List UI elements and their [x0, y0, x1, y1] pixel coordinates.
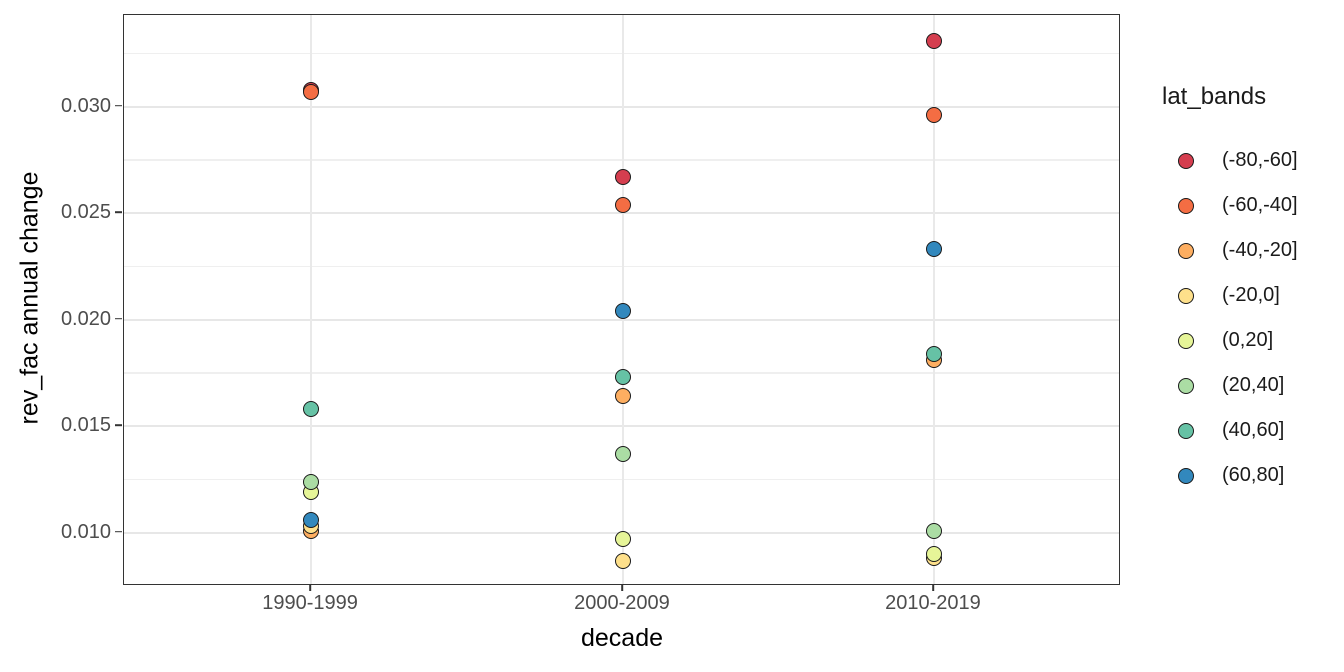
y-axis-title: rev_fac annual change [15, 171, 44, 425]
x-tick-label: 2010-2019 [885, 592, 981, 614]
data-point-(40,60] [614, 369, 631, 386]
plot-panel [123, 14, 1120, 585]
data-point-(60,80] [303, 512, 320, 529]
y-tick-mark [115, 531, 122, 533]
x-tick-label: 2000-2009 [574, 592, 670, 614]
legend-item: (-60,-40] [1160, 183, 1344, 228]
data-point-(20,40] [925, 522, 942, 539]
legend-title: lat_bands [1162, 83, 1267, 110]
gridline-major [124, 425, 1119, 428]
x-tick-mark [309, 584, 311, 591]
y-tick-mark [115, 424, 122, 427]
data-point-(40,60] [925, 345, 942, 362]
x-tick-mark [621, 584, 623, 591]
data-point-(20,40] [303, 473, 320, 490]
legend-item: (-20,0] [1160, 273, 1344, 318]
legend-key-icon [1178, 467, 1194, 484]
data-point-(-60,-40] [925, 107, 942, 124]
data-point-(60,80] [925, 241, 942, 258]
legend: lat_bands (-80,-60] (-60,-40] (-40,-20] (-2… [1160, 82, 1344, 498]
legend-item: (60,80] [1160, 453, 1344, 498]
gridline-major [124, 212, 1119, 215]
legend-key-icon [1178, 242, 1194, 259]
data-point-(-60,-40] [614, 196, 631, 213]
data-point-(20,40] [614, 446, 631, 462]
legend-item-label: (40,60] [1222, 419, 1285, 441]
legend-key-icon [1178, 377, 1194, 394]
gridline-minor [124, 52, 1119, 54]
data-point-(60,80] [614, 303, 631, 320]
legend-item-label: (20,40] [1222, 374, 1285, 396]
legend-key-icon [1178, 197, 1194, 214]
gridline-major [124, 318, 1119, 321]
x-axis-title: decade [580, 624, 664, 652]
y-tick-label: 0.030 [60, 94, 111, 117]
data-point-(40,60] [303, 401, 320, 418]
data-point-(-40,-20] [614, 388, 631, 405]
legend-item-label: (60,80] [1222, 464, 1285, 486]
legend-key-icon [1178, 332, 1194, 349]
data-point-(-60,-40] [303, 83, 320, 100]
gridline-minor [124, 478, 1119, 481]
y-tick-label: 0.020 [60, 307, 111, 330]
y-tick-mark [115, 104, 122, 107]
data-point-(-80,-60] [925, 32, 942, 49]
data-point-(0,20] [925, 546, 942, 563]
legend-item-label: (-80,-60] [1222, 149, 1298, 171]
gridline-vertical [310, 15, 313, 584]
legend-item: (-80,-60] [1160, 138, 1344, 183]
legend-key-icon [1178, 422, 1194, 439]
data-point-(-80,-60] [614, 168, 631, 185]
gridline-minor [124, 159, 1119, 161]
legend-item: (-40,-20] [1160, 228, 1344, 273]
y-tick-mark [115, 317, 122, 320]
gridline-vertical [932, 15, 935, 584]
gridline-vertical [621, 15, 624, 584]
y-tick-label: 0.015 [60, 414, 111, 437]
legend-item-label: (-60,-40] [1222, 194, 1298, 216]
y-tick-mark [115, 211, 122, 213]
legend-item-label: (-20,0] [1222, 284, 1280, 306]
legend-key-icon [1178, 287, 1194, 304]
data-point-(-20,0] [614, 552, 631, 569]
legend-item: (0,20] [1160, 318, 1344, 363]
y-tick-label: 0.010 [60, 520, 111, 543]
legend-item-label: (-40,-20] [1222, 239, 1298, 261]
y-tick-label: 0.025 [60, 201, 111, 224]
legend-key-icon [1178, 152, 1194, 169]
gridline-minor [124, 265, 1119, 268]
legend-item: (20,40] [1160, 363, 1344, 408]
legend-items: (-80,-60] (-60,-40] (-40,-20] (-20,0] (0,20]… [1160, 138, 1344, 498]
legend-item-label: (0,20] [1222, 329, 1274, 351]
data-point-(0,20] [614, 531, 631, 548]
gridline-major [124, 105, 1119, 108]
x-tick-mark [932, 584, 934, 591]
legend-item: (40,60] [1160, 408, 1344, 453]
x-tick-label: 1990-1999 [262, 592, 358, 614]
